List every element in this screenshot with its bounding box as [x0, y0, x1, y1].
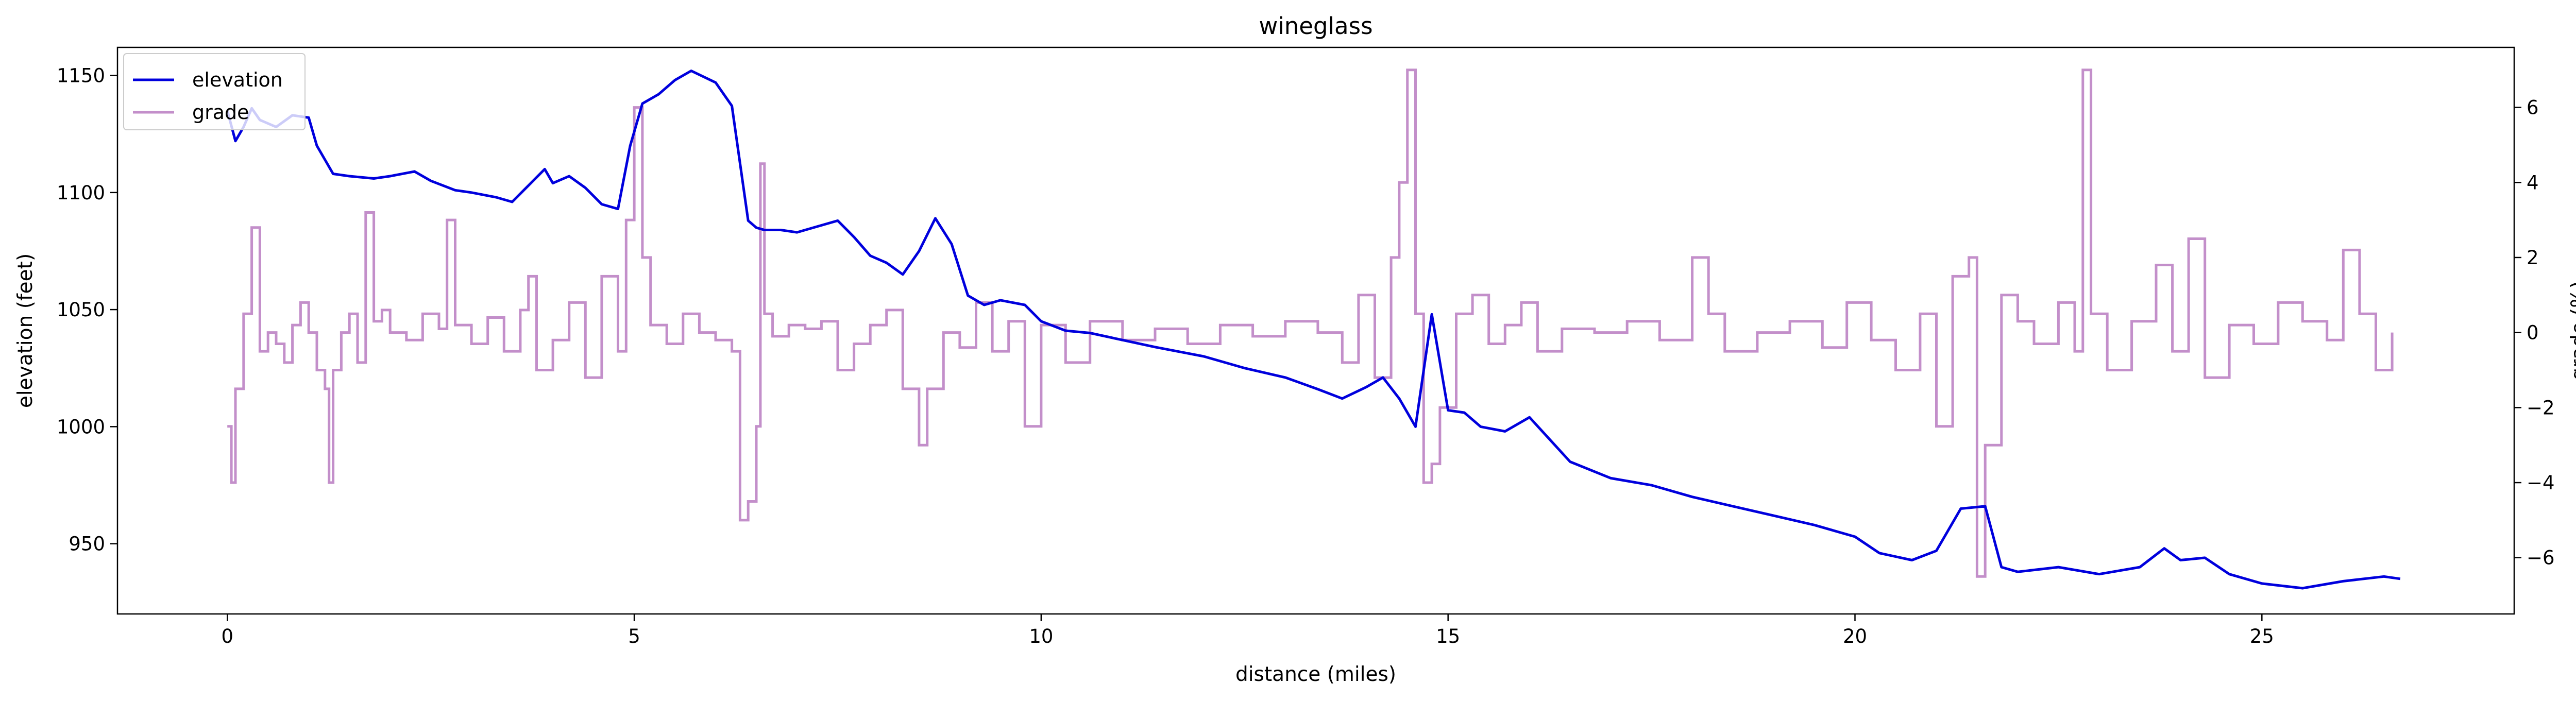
x-tick-label: 5	[628, 625, 640, 647]
elevation-line	[226, 70, 2401, 590]
x-tick-label: 25	[2250, 625, 2274, 647]
y2-axis-label: grade (%)	[2567, 281, 2576, 380]
y-axis-label: elevation (feet)	[14, 253, 37, 408]
x-axis: 0 5 10 15 20 25	[221, 614, 2274, 647]
y-tick-label: 1050	[57, 299, 105, 321]
plot-frame	[116, 46, 2515, 615]
y2-tick-label: 2	[2527, 247, 2539, 269]
y2-tick-label: 0	[2527, 322, 2539, 344]
legend-label-grade: grade	[192, 101, 249, 124]
x-tick-label: 20	[1843, 625, 1867, 647]
y-axis-left: 950 1000 1050 1100 1150	[57, 65, 117, 555]
grade-series	[227, 69, 2394, 578]
legend: elevation grade	[123, 53, 306, 130]
y-tick-label: 950	[69, 533, 105, 555]
x-tick-label: 0	[221, 625, 233, 647]
y-tick-label: 1150	[57, 65, 105, 87]
y-axis-right: −6 −4 −2 0 2 4 6	[2514, 97, 2555, 569]
x-tick-label: 10	[1029, 625, 1053, 647]
elevation-series	[226, 70, 2401, 590]
x-axis-label: distance (miles)	[1235, 663, 1396, 686]
y-tick-label: 1100	[57, 182, 105, 204]
y-tick-label: 1000	[57, 416, 105, 438]
y2-tick-label: −6	[2527, 547, 2555, 569]
y2-tick-label: −2	[2527, 397, 2555, 419]
grade-line	[227, 69, 2394, 578]
y2-tick-label: 4	[2527, 172, 2539, 194]
y2-tick-label: 6	[2527, 97, 2539, 119]
legend-label-elevation: elevation	[192, 69, 283, 91]
legend-box	[123, 53, 306, 130]
chart-title: wineglass	[1259, 12, 1372, 40]
y2-tick-label: −4	[2527, 472, 2555, 494]
x-tick-label: 15	[1436, 625, 1460, 647]
